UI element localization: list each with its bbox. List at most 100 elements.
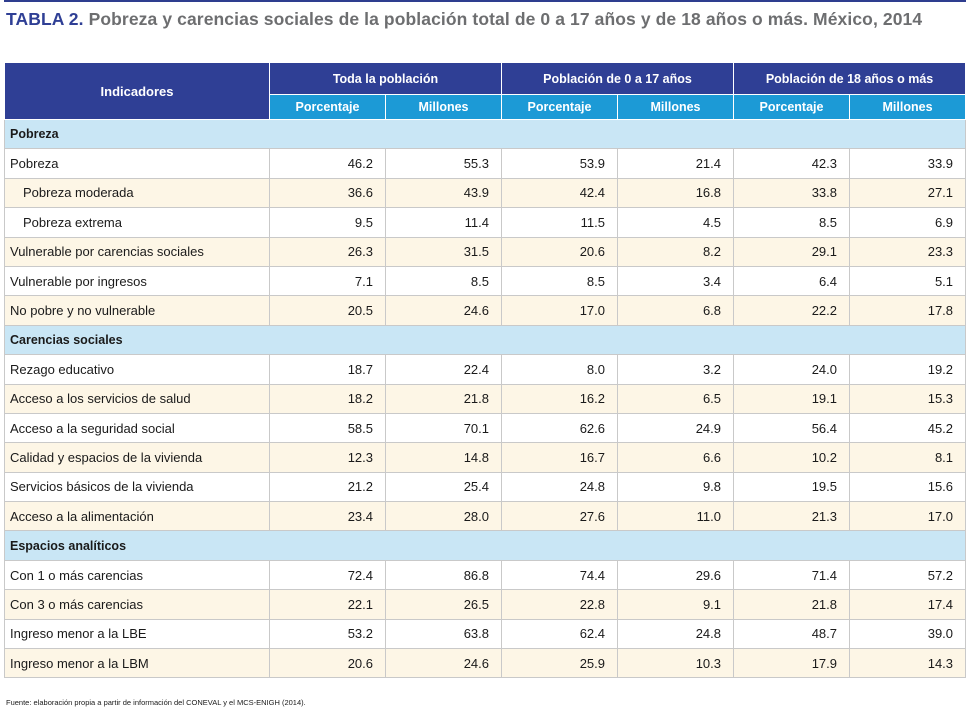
cell-value: 20.5 — [269, 295, 386, 326]
row-label: Acceso a la seguridad social — [4, 412, 270, 444]
row-label: Pobreza moderada — [4, 177, 270, 209]
cell-value: 21.2 — [269, 471, 386, 503]
cell-value: 14.8 — [385, 442, 502, 473]
cell-value: 8.5 — [385, 265, 502, 297]
cell-value: 8.2 — [616, 236, 735, 267]
cell-value: 24.9 — [616, 412, 735, 444]
cell-value: 27.1 — [849, 177, 967, 209]
cell-value: 9.5 — [269, 207, 386, 238]
cell-value: 28.0 — [385, 501, 502, 532]
table-row: Ingreso menor a la LBM 20.6 24.6 25.9 10.3 17… — [4, 648, 967, 679]
cell-value: 3.2 — [616, 354, 735, 385]
cell-value: 9.1 — [616, 589, 735, 620]
cell-value: 8.5 — [501, 265, 618, 297]
cell-value: 15.3 — [849, 383, 967, 414]
cell-value: 16.2 — [501, 383, 618, 414]
group-header-0-17: Población de 0 a 17 años — [500, 62, 735, 95]
cell-value: 9.8 — [616, 471, 735, 503]
cell-value: 10.2 — [733, 442, 851, 473]
section-label: Pobreza — [3, 118, 967, 150]
cell-value: 20.6 — [269, 648, 386, 679]
table-row: Vulnerable por carencias sociales 26.3 31.… — [4, 236, 967, 267]
cell-value: 19.5 — [733, 471, 851, 503]
cell-value: 19.2 — [849, 354, 967, 385]
row-label: Acceso a la alimentación — [4, 501, 270, 532]
table-row: Ingreso menor a la LBE 53.2 63.8 62.4 24.8 48… — [4, 618, 967, 650]
cell-value: 42.4 — [501, 177, 618, 209]
table-row: No pobre y no vulnerable 20.5 24.6 17.0 6.8 2… — [4, 295, 967, 326]
cell-value: 17.0 — [501, 295, 618, 326]
cell-value: 3.4 — [616, 265, 735, 297]
cell-value: 6.8 — [616, 295, 735, 326]
source-note: Fuente: elaboración propia a partir de i… — [6, 698, 306, 707]
cell-value: 48.7 — [733, 618, 851, 650]
cell-value: 86.8 — [385, 559, 502, 591]
table-row: Con 1 o más carencias 72.4 86.8 74.4 29.6 71.… — [4, 559, 967, 591]
table-row: Servicios básicos de la vivienda 21.2 25.4… — [4, 471, 967, 503]
table-row: Con 3 o más carencias 22.1 26.5 22.8 9.1 21.8… — [4, 589, 967, 620]
table-row: Pobreza extrema 9.5 11.4 11.5 4.5 8.5 6.9 — [4, 207, 967, 238]
row-label: No pobre y no vulnerable — [4, 295, 270, 326]
cell-value: 21.4 — [616, 148, 735, 179]
cell-value: 22.2 — [733, 295, 851, 326]
cell-value: 8.5 — [733, 207, 851, 238]
cell-value: 14.3 — [849, 648, 967, 679]
table-row: Acceso a los servicios de salud 18.2 21.8 1… — [4, 383, 967, 414]
row-label: Vulnerable por carencias sociales — [4, 236, 270, 267]
cell-value: 63.8 — [385, 618, 502, 650]
cell-value: 18.2 — [269, 383, 386, 414]
subheader-millions: Millones — [385, 94, 502, 120]
cell-value: 17.9 — [733, 648, 851, 679]
cell-value: 16.7 — [501, 442, 618, 473]
cell-value: 53.9 — [501, 148, 618, 179]
row-label: Pobreza extrema — [4, 207, 270, 238]
indicators-header: Indicadores — [4, 62, 270, 120]
cell-value: 18.7 — [269, 354, 386, 385]
table-body: Pobreza Pobreza 46.2 55.3 53.9 21.4 42.3 33.9 Po… — [3, 118, 967, 679]
row-label: Acceso a los servicios de salud — [4, 383, 270, 414]
cell-value: 29.6 — [616, 559, 735, 591]
cell-value: 10.3 — [616, 648, 735, 679]
cell-value: 55.3 — [385, 148, 502, 179]
table-row: Pobreza 46.2 55.3 53.9 21.4 42.3 33.9 — [4, 148, 967, 179]
cell-value: 24.0 — [733, 354, 851, 385]
section-label: Carencias sociales — [3, 324, 967, 356]
cell-value: 22.4 — [385, 354, 502, 385]
cell-value: 24.6 — [385, 648, 502, 679]
cell-value: 23.3 — [849, 236, 967, 267]
subheader-percent: Porcentaje — [733, 94, 851, 120]
cell-value: 45.2 — [849, 412, 967, 444]
cell-value: 70.1 — [385, 412, 502, 444]
table-row: Acceso a la alimentación 23.4 28.0 27.6 11.0… — [4, 501, 967, 532]
cell-value: 23.4 — [269, 501, 386, 532]
cell-value: 24.8 — [501, 471, 618, 503]
subheader-percent: Porcentaje — [501, 94, 618, 120]
cell-value: 21.8 — [733, 589, 851, 620]
cell-value: 20.6 — [501, 236, 618, 267]
group-header-total: Toda la población — [269, 62, 502, 95]
cell-value: 62.4 — [501, 618, 618, 650]
cell-value: 58.5 — [269, 412, 386, 444]
cell-value: 33.8 — [733, 177, 851, 209]
cell-value: 7.1 — [269, 265, 386, 297]
cell-value: 24.8 — [616, 618, 735, 650]
cell-value: 6.4 — [733, 265, 851, 297]
cell-value: 46.2 — [269, 148, 386, 179]
cell-value: 21.3 — [733, 501, 851, 532]
table-row: Vulnerable por ingresos 7.1 8.5 8.5 3.4 6.4 5.… — [4, 265, 967, 297]
section-row: Espacios analíticos — [3, 530, 967, 561]
top-rule — [4, 0, 966, 2]
cell-value: 8.1 — [849, 442, 967, 473]
cell-value: 26.3 — [269, 236, 386, 267]
cell-value: 11.0 — [616, 501, 735, 532]
cell-value: 17.8 — [849, 295, 967, 326]
cell-value: 56.4 — [733, 412, 851, 444]
row-label: Vulnerable por ingresos — [4, 265, 270, 297]
cell-value: 36.6 — [269, 177, 386, 209]
title-text: Pobreza y carencias sociales de la pobla… — [88, 9, 923, 29]
row-label: Con 1 o más carencias — [4, 559, 270, 591]
cell-value: 24.6 — [385, 295, 502, 326]
row-label: Rezago educativo — [4, 354, 270, 385]
row-label: Ingreso menor a la LBE — [4, 618, 270, 650]
section-row: Carencias sociales — [3, 324, 967, 356]
